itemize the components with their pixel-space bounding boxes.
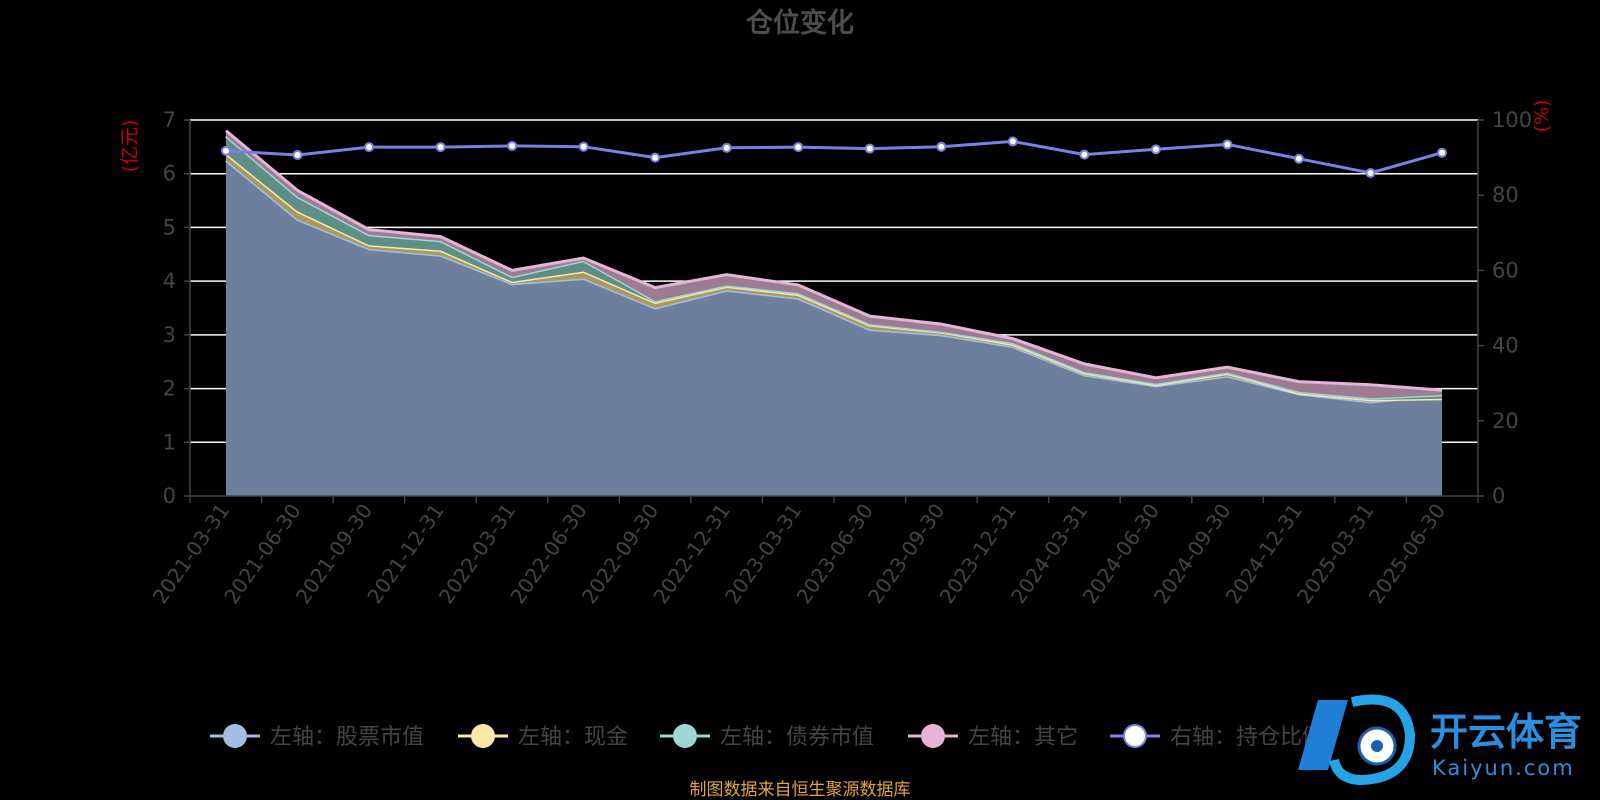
area-左轴：股票市值: [226, 160, 1442, 497]
right-axis-tick-label: 100: [1492, 108, 1532, 132]
left-axis-tick-label: 6: [163, 162, 176, 186]
line-point: [364, 142, 375, 153]
left-axis-tick-label: 5: [163, 215, 176, 239]
left-axis-tick-label: 7: [163, 108, 176, 132]
right-axis-tick-label: 80: [1492, 183, 1519, 207]
line-point: [1150, 144, 1161, 155]
line-point: [578, 141, 589, 152]
line-右轴：持仓比例: [225, 139, 1443, 175]
left-axis-tick-label: 1: [163, 430, 176, 454]
left-axis-tick-label: 2: [163, 377, 176, 401]
legend-marker: [1123, 724, 1147, 748]
right-axis-tick-label: 40: [1492, 334, 1519, 358]
legend-marker: [673, 724, 697, 748]
line-point: [1293, 153, 1304, 164]
left-axis-unit: (亿元): [119, 120, 141, 173]
line-point: [650, 152, 661, 163]
left-axis-tick-label: 4: [163, 269, 176, 293]
line-point: [1007, 136, 1018, 147]
area-edge-左轴：其它: [225, 129, 1443, 392]
watermark: 开云体育 Kaiyun.com: [1298, 694, 1582, 786]
legend-label: 左轴：债券市值: [720, 725, 874, 750]
line-point: [507, 140, 518, 151]
legend-item[interactable]: 左轴：其它: [908, 724, 1078, 750]
watermark-brand-en: Kaiyun.com: [1432, 756, 1575, 780]
legend-item[interactable]: 左轴：现金: [458, 724, 628, 750]
watermark-brand-cn: 开云体育: [1430, 710, 1582, 754]
legend-marker: [921, 724, 945, 748]
right-axis-tick-label: 0: [1492, 484, 1505, 508]
legend-label: 左轴：其它: [968, 725, 1078, 750]
right-axis-tick-label: 60: [1492, 258, 1519, 282]
line-point: [435, 142, 446, 153]
line-point: [1365, 168, 1376, 179]
line-point: [721, 142, 732, 153]
line-point: [864, 143, 875, 154]
left-axis-tick-label: 0: [163, 484, 176, 508]
area-series-layer: [225, 129, 1443, 497]
line-point: [793, 142, 804, 153]
legend-label: 左轴：股票市值: [270, 725, 424, 750]
legend-item[interactable]: 左轴：债券市值: [660, 724, 874, 750]
data-source-note: 制图数据来自恒生聚源数据库: [690, 780, 911, 800]
line-point: [292, 149, 303, 160]
line-point: [1222, 139, 1233, 150]
line-point: [221, 145, 231, 156]
legend-item[interactable]: 右轴：持仓比例: [1110, 724, 1324, 750]
legend-label: 右轴：持仓比例: [1170, 725, 1324, 750]
legend-item[interactable]: 左轴：股票市值: [210, 724, 424, 750]
legend-marker: [223, 724, 247, 748]
line-series-layer: [221, 136, 1447, 179]
right-axis-unit: (%): [1531, 100, 1553, 133]
line-point: [1079, 149, 1090, 160]
legend-label: 左轴：现金: [518, 725, 628, 750]
legend[interactable]: 左轴：股票市值 左轴：现金 左轴：债券市值 左轴：其它 右轴：持仓比例: [210, 724, 1324, 750]
line-point: [936, 141, 947, 152]
right-axis-tick-label: 20: [1492, 409, 1519, 433]
line-point: [1437, 147, 1447, 158]
chart-title: 仓位变化: [745, 7, 854, 39]
legend-marker: [471, 724, 495, 748]
watermark-logo-icon: [1298, 694, 1416, 786]
left-axis-tick-label: 3: [163, 323, 176, 347]
